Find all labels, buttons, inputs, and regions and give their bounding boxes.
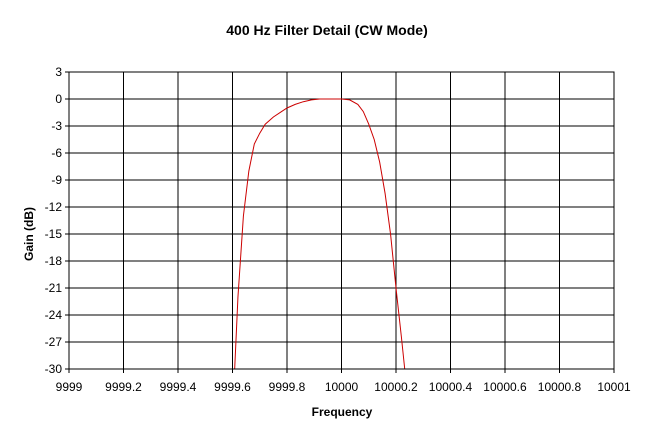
y-tick-label: -18 xyxy=(45,254,63,268)
y-tick-label: -9 xyxy=(51,173,62,187)
x-tick-label: 9999.8 xyxy=(269,380,306,394)
y-tick-label: -6 xyxy=(51,146,62,160)
y-tick-label: -3 xyxy=(51,119,62,133)
x-tick-label: 10001 xyxy=(597,380,631,394)
y-tick-label: -21 xyxy=(45,281,63,295)
x-tick-label: 9999.2 xyxy=(105,380,142,394)
x-tick-label: 9999.4 xyxy=(160,380,197,394)
y-tick-label: -12 xyxy=(45,200,63,214)
y-tick-label: -30 xyxy=(45,362,63,376)
x-axis-ticks: 9999 9999.2 9999.4 9999.6 9999.8 10000 10000.2… xyxy=(56,369,631,394)
chart-title: 400 Hz Filter Detail (CW Mode) xyxy=(226,22,427,38)
x-axis-label: Frequency xyxy=(312,405,373,419)
y-tick-label: 3 xyxy=(55,65,62,79)
x-tick-label: 10000.4 xyxy=(429,380,473,394)
plot-frame xyxy=(68,71,615,370)
x-tick-label: 10000.2 xyxy=(374,380,418,394)
series-line xyxy=(234,98,406,370)
x-tick-label: 10000 xyxy=(325,380,359,394)
x-tick-label: 9999.6 xyxy=(214,380,251,394)
y-axis-ticks: 3 0 -3 -6 -9 -12 -15 -18 -21 -24 -27 -30 xyxy=(45,65,69,376)
y-tick-label: 0 xyxy=(55,92,62,106)
y-tick-label: -15 xyxy=(45,227,63,241)
y-tick-label: -27 xyxy=(45,335,63,349)
x-tick-label: 10000.8 xyxy=(538,380,582,394)
y-axis-label: Gain (dB) xyxy=(22,207,36,261)
x-tick-label: 9999 xyxy=(56,380,83,394)
y-tick-label: -24 xyxy=(45,308,63,322)
x-tick-label: 10000.6 xyxy=(483,380,527,394)
